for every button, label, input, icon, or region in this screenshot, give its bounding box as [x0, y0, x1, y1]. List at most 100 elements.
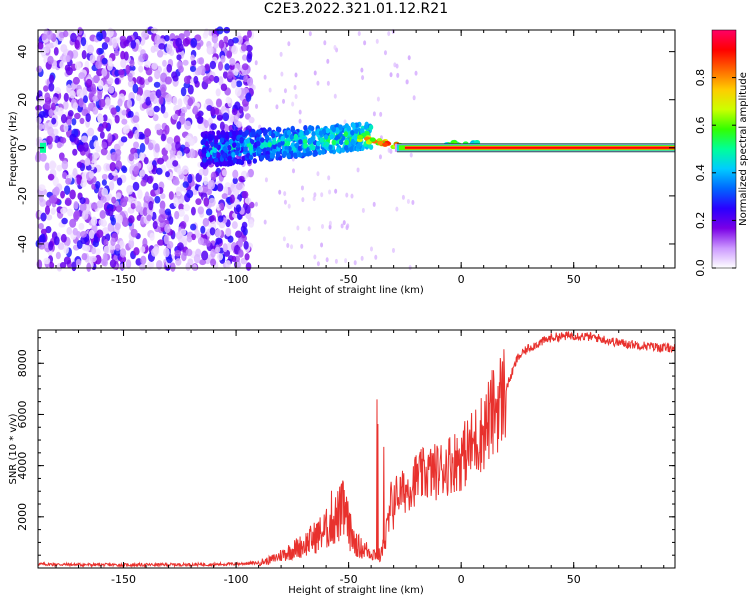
noise-blob [176, 54, 182, 61]
noise-blob [177, 208, 185, 217]
signal-blob [262, 129, 268, 135]
signal-blob [207, 135, 212, 142]
noise-blob [49, 261, 55, 269]
speckle [360, 67, 364, 73]
noise-blob [190, 206, 196, 216]
noise-blob [227, 235, 234, 243]
speckle [344, 258, 348, 264]
noise-blob [144, 89, 151, 97]
noise-blob [243, 240, 249, 250]
noise-blob [134, 129, 140, 140]
noise-blob [164, 143, 172, 151]
speckle [411, 200, 415, 206]
noise-blob [39, 153, 47, 162]
noise-blob [172, 96, 178, 106]
noise-blob [222, 243, 228, 253]
noise-blob [60, 233, 67, 243]
noise-blob [221, 169, 228, 177]
noise-blob [204, 63, 210, 72]
noise-blob [225, 96, 231, 104]
noise-blob [101, 187, 109, 197]
signal-blob [267, 141, 272, 148]
speckle [296, 225, 300, 231]
noise-blob [174, 210, 180, 220]
spectrogram-xtick-label: -50 [340, 273, 358, 286]
noise-blob [112, 38, 118, 49]
snr-ytick-label: 4000 [16, 452, 29, 480]
noise-blob [120, 136, 128, 143]
noise-blob [41, 33, 48, 41]
speckle [252, 84, 256, 90]
noise-blob [231, 79, 237, 89]
speckle [255, 103, 259, 109]
noise-blob [226, 50, 233, 59]
signal-blob [290, 125, 295, 132]
noise-blob [166, 44, 173, 55]
signal-blob [231, 142, 237, 148]
noise-blob [101, 179, 107, 186]
speckle [328, 220, 332, 226]
noise-blob [37, 123, 44, 131]
signal-blob [251, 131, 256, 138]
noise-blob [148, 200, 154, 211]
noise-blob [110, 151, 118, 162]
snr-panel: -150 -100 -50 0 50 2000 4000 6000 8000 Height o… [8, 329, 676, 596]
noise-blob [208, 197, 216, 207]
signal-blob [269, 152, 274, 159]
noise-blob [147, 76, 153, 83]
noise-blob [244, 197, 252, 204]
speckle [326, 58, 330, 64]
noise-blob [231, 255, 237, 262]
noise-blob [119, 35, 127, 42]
speckle [320, 192, 324, 198]
signal-blob [335, 147, 341, 153]
noise-blob [127, 130, 134, 139]
signal-blob [232, 158, 238, 164]
noise-blob [158, 38, 166, 46]
speckle [387, 31, 391, 37]
noise-blob [181, 252, 187, 262]
signal-blob [305, 146, 310, 153]
noise-blob [240, 43, 248, 52]
noise-blob [233, 115, 239, 126]
noise-blob [248, 116, 255, 124]
noise-blob [130, 203, 136, 210]
snr-plot-area [38, 330, 675, 568]
noise-blob [130, 40, 137, 49]
noise-blob [183, 29, 191, 38]
noise-blob [190, 54, 195, 61]
noise-blob [38, 96, 45, 106]
speckle [292, 168, 296, 174]
speckle [283, 88, 287, 94]
chart-title: C2E3.2022.321.01.12.R21 [263, 1, 449, 17]
signal-blob [231, 151, 236, 158]
noise-blob [83, 95, 88, 104]
speckle [291, 101, 295, 107]
noise-blob [78, 222, 85, 231]
tone-core [404, 146, 675, 149]
noise-blob [204, 28, 210, 37]
speckle [328, 189, 332, 195]
noise-blob [82, 141, 89, 152]
noise-blob [231, 45, 238, 55]
speckle [308, 31, 312, 37]
noise-blob [144, 135, 150, 145]
noise-blob [119, 255, 127, 264]
spectrogram-y-label: Frequency (Hz) [8, 111, 19, 187]
noise-blob [127, 110, 134, 118]
speckle [383, 50, 387, 56]
spectrogram-ytick-label: -20 [16, 187, 29, 205]
noise-blob [163, 111, 169, 119]
noise-blob [247, 29, 252, 39]
signal-blob [241, 131, 247, 138]
speckle [356, 167, 360, 173]
noise-blob [78, 72, 86, 79]
signal-blob [263, 142, 269, 148]
signal-blob [256, 140, 261, 147]
noise-blob [53, 186, 60, 196]
signal-blob [348, 146, 354, 152]
colorbar-tick-label: 0.0 [694, 259, 707, 277]
noise-blob [66, 118, 72, 126]
noise-blob [126, 184, 134, 195]
noise-blob [101, 173, 108, 181]
